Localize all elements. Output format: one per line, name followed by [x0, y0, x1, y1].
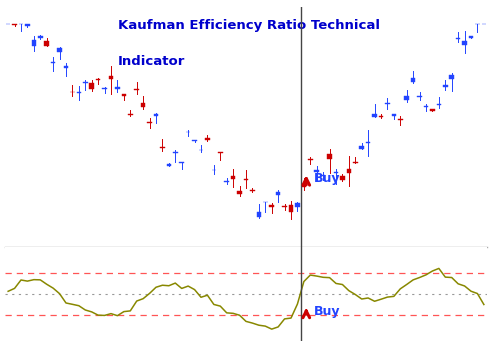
Bar — [231, 176, 235, 179]
Bar — [366, 142, 370, 143]
Bar — [186, 131, 190, 132]
Bar — [44, 41, 49, 46]
Bar — [31, 40, 36, 46]
Bar — [424, 106, 428, 107]
Bar — [340, 176, 345, 180]
Bar — [411, 78, 415, 82]
Bar — [38, 36, 42, 38]
Bar — [77, 92, 81, 93]
Bar — [192, 140, 197, 141]
Bar — [282, 206, 287, 207]
Bar — [237, 191, 242, 194]
Text: Buy: Buy — [314, 305, 340, 318]
Bar — [122, 94, 126, 96]
Bar — [385, 103, 390, 104]
Bar — [180, 162, 184, 163]
Bar — [173, 152, 178, 153]
Bar — [205, 138, 210, 140]
Bar — [392, 114, 396, 116]
Bar — [443, 85, 448, 87]
Text: Indicator: Indicator — [118, 55, 185, 68]
Text: Kaufman Efficiency Ratio Technical: Kaufman Efficiency Ratio Technical — [118, 19, 380, 32]
Bar — [398, 119, 402, 120]
Bar — [154, 114, 158, 117]
Bar — [462, 41, 467, 45]
Bar — [295, 203, 300, 207]
Bar — [469, 36, 473, 37]
Bar — [167, 164, 171, 166]
Bar — [224, 181, 229, 182]
Bar — [257, 213, 261, 217]
Bar — [379, 116, 383, 117]
Bar — [147, 121, 152, 123]
Bar — [134, 89, 139, 90]
Bar — [417, 96, 422, 97]
Bar — [51, 62, 56, 63]
Bar — [12, 24, 17, 25]
Bar — [289, 205, 293, 213]
Bar — [450, 75, 454, 79]
Bar — [360, 146, 364, 149]
Bar — [430, 109, 435, 111]
Bar — [218, 152, 222, 153]
Bar — [276, 192, 280, 195]
Bar — [404, 96, 409, 99]
Bar — [372, 114, 377, 117]
Bar — [160, 147, 165, 148]
Bar — [302, 185, 306, 187]
Bar — [57, 48, 62, 52]
Bar — [436, 104, 441, 105]
Bar — [141, 103, 146, 107]
Bar — [353, 162, 358, 163]
Bar — [334, 172, 338, 173]
Bar — [346, 169, 351, 173]
Bar — [115, 87, 120, 88]
Bar — [250, 190, 255, 191]
Bar — [456, 38, 461, 39]
Bar — [270, 205, 274, 207]
Bar — [83, 82, 88, 83]
Bar — [102, 88, 107, 89]
Bar — [90, 83, 94, 89]
Bar — [25, 24, 30, 26]
Bar — [64, 66, 68, 68]
Bar — [327, 154, 332, 159]
Bar — [308, 159, 312, 160]
Bar — [128, 114, 132, 115]
Text: Buy: Buy — [314, 172, 340, 185]
Bar — [314, 170, 319, 172]
Bar — [109, 76, 113, 79]
